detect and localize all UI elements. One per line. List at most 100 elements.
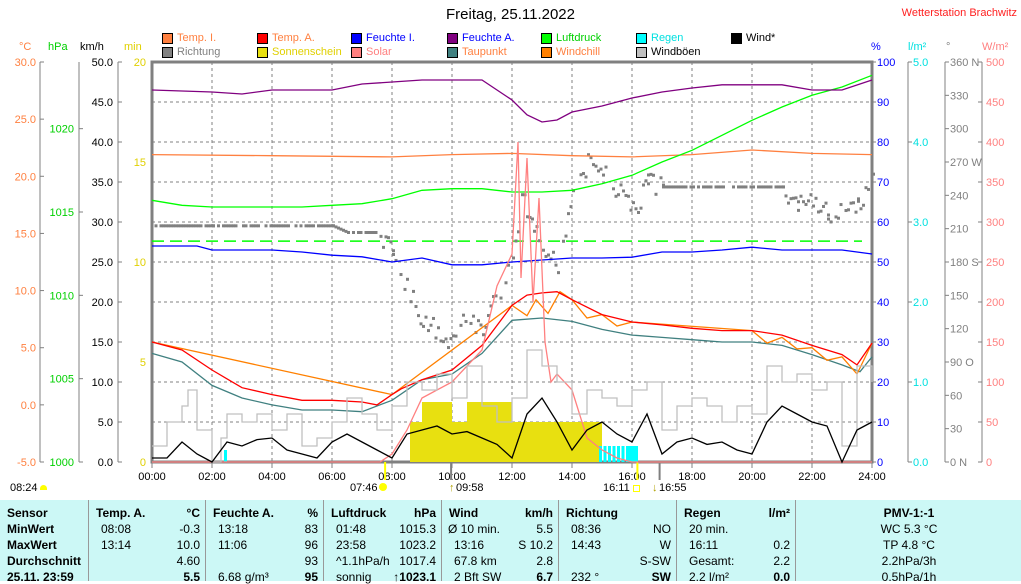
direction-dot [552,251,555,254]
direction-dot [404,288,407,291]
rain-bar [224,450,227,462]
sunshine-bar [482,402,497,462]
direction-dot [815,197,818,200]
statistics-table: Sensor MinWert MaxWert Durchschnitt 25.11. 2… [0,500,1021,581]
table-cell-label: 232 ° [571,570,599,584]
direction-dot [375,231,378,234]
rain-bar [629,446,632,462]
table-cell-value: 1023.2 [399,538,436,552]
table-cell-value: -0.3 [179,522,200,536]
solar-tick-label: 500 [986,57,1004,69]
time-tick-label: 06:00 [318,471,346,483]
table-cell-label: Wind [449,506,478,520]
rain-bar [604,446,607,462]
table-cell-label: Temp. A. [96,506,145,520]
wind-tick-label: 0.0 [98,457,113,469]
table-cell-value: 6.7 [536,570,553,584]
direction-dot [437,326,440,329]
direction-dot [692,185,695,188]
direction-dot [312,224,315,227]
table-cell-label: 25.11. 23:59 [7,570,74,584]
direction-dot [155,224,158,227]
table-cell-value: 1017.4 [399,554,436,568]
direction-dot [732,185,735,188]
direction-dot [200,224,203,227]
direction-dot [632,201,635,204]
table-cell-value: SW [652,570,671,584]
table-cell-value: % [307,506,318,520]
direction-dot [567,212,570,215]
pressure-tick-label: 1000 [50,457,74,469]
direction-dot [300,224,303,227]
direction-dot [847,208,850,211]
wind-tick-label: 5.0 [98,417,113,429]
table-cell: 2.2hPa/3h [796,554,1021,568]
direction-dot [382,246,385,249]
direction-dot [867,188,870,191]
direction-tick-label: 300 [950,124,968,136]
table-cell-value: 2.8 [536,554,553,568]
direction-dot [533,230,536,233]
direction-dot [685,185,688,188]
wind-tick-label: 15.0 [92,337,113,349]
table-cell-value: S-SW [640,554,671,568]
pressure-tick-label: 1005 [50,374,74,386]
table-cell-label: Ø 10 min. [448,522,500,536]
solar-tick-label: 200 [986,297,1004,309]
pressure-tick-label: 1020 [50,124,74,136]
direction-dot [830,220,833,223]
table-column: Regen l/m² 20 min. 16:11 0.2 Gesamt: 2.2 2.2 l/… [676,500,796,581]
temp-tick-label: 20.0 [15,171,36,183]
direction-tick-label: 330 [950,90,968,102]
direction-dot [710,185,713,188]
direction-dot [642,184,645,187]
sunshine-icon [40,485,47,490]
direction-dot [840,203,843,206]
table-cell-value: 2.2 [773,554,790,568]
direction-dot [445,337,448,340]
sunshine-bar [437,402,452,462]
sunshine-bar [527,422,542,462]
pressure-tick-label: 1015 [50,207,74,219]
rain-bar [617,446,620,462]
table-cell-label: 6.68 g/m³ [218,570,269,584]
solar-tick-label: 50 [986,417,998,429]
sunrise-time: 07:46 [350,482,378,494]
rain-tick-label: 5.0 [913,57,928,69]
direction-dot [412,290,415,293]
direction-dot [470,322,473,325]
sun-tick-label: 15 [134,157,146,169]
direction-dot [387,236,390,239]
table-cell-label: 2.2 l/m² [689,570,729,584]
direction-dot [555,264,558,267]
direction-dot [542,249,545,252]
direction-dot [602,174,605,177]
humidity-tick-label: 100 [877,57,895,69]
direction-dot [432,317,435,320]
direction-dot [392,253,395,256]
direction-dot [752,185,755,188]
direction-dot [630,209,633,212]
moonrise-time: 09:58 [456,482,484,494]
direction-dot [217,224,220,227]
direction-tick-label: 270 W [950,157,982,169]
wind-tick-label: 35.0 [92,177,113,189]
table-cell-label: 14:43 [571,538,601,552]
direction-dot [410,300,413,303]
direction-dot [787,202,790,205]
table-cell-label: Sensor [7,506,48,520]
table-cell-value: 0.0 [773,570,790,584]
solar-tick-label: 450 [986,97,1004,109]
direction-dot [872,173,875,176]
sunshine-bar [422,402,437,462]
humidity-tick-label: 90 [877,97,889,109]
humidity-tick-label: 40 [877,297,889,309]
solar-tick-label: 250 [986,257,1004,269]
rain-bar [632,446,635,462]
direction-dot [652,174,655,177]
table-cell-value: 5.5 [536,522,553,536]
direction-dot [802,200,805,203]
direction-dot [450,337,453,340]
direction-dot [287,224,290,227]
table-cell-label: Gesamt: [689,554,734,568]
